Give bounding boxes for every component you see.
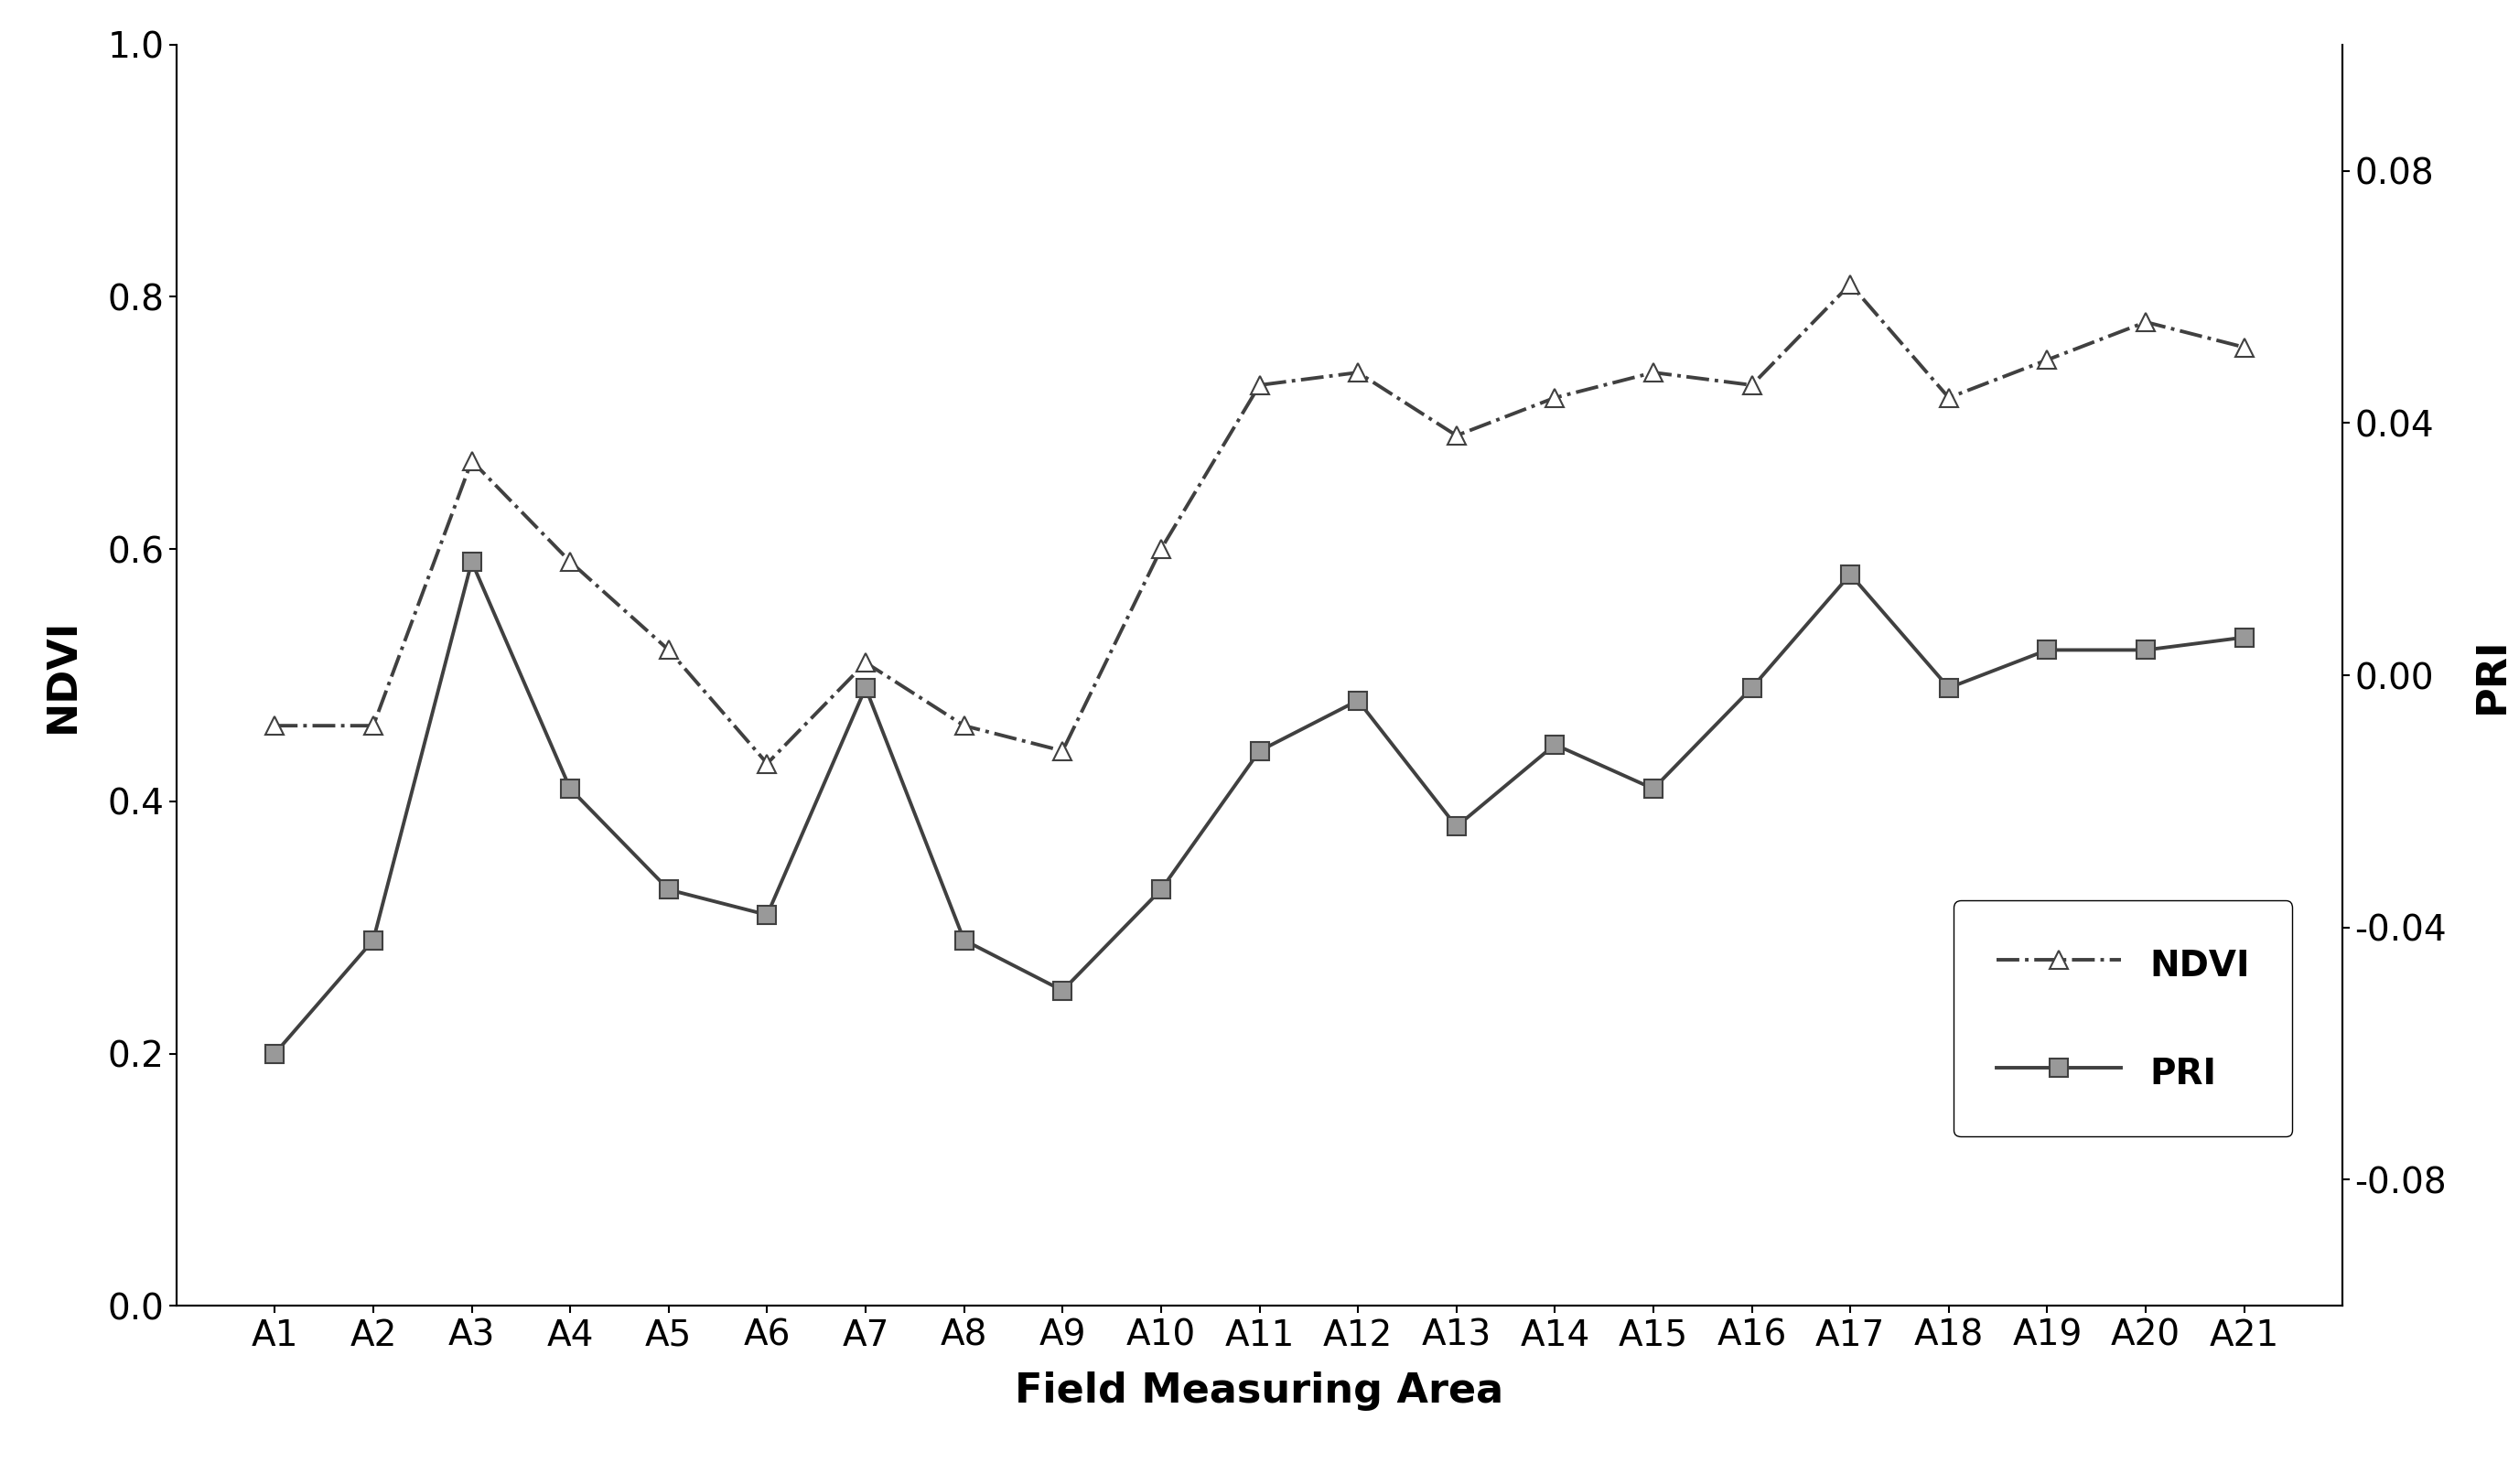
PRI xyxy=(1146,881,1176,899)
NDVI xyxy=(358,717,388,735)
PRI xyxy=(1637,781,1668,798)
Legend: NDVI, PRI: NDVI, PRI xyxy=(1955,901,2292,1137)
NDVI xyxy=(259,717,290,735)
Y-axis label: PRI: PRI xyxy=(2471,637,2511,714)
PRI xyxy=(2229,629,2260,647)
NDVI xyxy=(456,451,486,469)
PRI xyxy=(950,932,980,950)
Line: PRI: PRI xyxy=(267,554,2252,1063)
PRI xyxy=(851,680,882,697)
NDVI xyxy=(1441,427,1471,445)
NDVI xyxy=(950,717,980,735)
PRI xyxy=(2131,641,2161,659)
PRI xyxy=(1736,680,1766,697)
PRI xyxy=(1343,692,1373,709)
NDVI xyxy=(554,554,584,571)
NDVI xyxy=(2033,352,2063,370)
Y-axis label: NDVI: NDVI xyxy=(43,617,83,733)
NDVI xyxy=(2229,338,2260,356)
NDVI xyxy=(1048,742,1078,760)
NDVI xyxy=(1244,377,1275,395)
NDVI xyxy=(1539,389,1569,407)
PRI xyxy=(753,905,783,923)
PRI xyxy=(554,781,584,798)
PRI xyxy=(1244,742,1275,760)
NDVI xyxy=(1146,540,1176,558)
NDVI xyxy=(2131,313,2161,331)
NDVI xyxy=(851,653,882,671)
PRI xyxy=(259,1045,290,1063)
PRI xyxy=(456,554,486,571)
NDVI xyxy=(1343,364,1373,381)
X-axis label: Field Measuring Area: Field Measuring Area xyxy=(1015,1371,1504,1411)
PRI xyxy=(2033,641,2063,659)
PRI xyxy=(1935,680,1965,697)
PRI xyxy=(1836,565,1867,583)
PRI xyxy=(652,881,683,899)
NDVI xyxy=(753,755,783,773)
PRI xyxy=(358,932,388,950)
PRI xyxy=(1441,818,1471,835)
NDVI xyxy=(1935,389,1965,407)
PRI xyxy=(1539,736,1569,754)
NDVI xyxy=(652,641,683,659)
PRI xyxy=(1048,982,1078,1000)
NDVI xyxy=(1836,276,1867,294)
NDVI xyxy=(1637,364,1668,381)
NDVI xyxy=(1736,377,1766,395)
Line: NDVI: NDVI xyxy=(267,276,2252,772)
